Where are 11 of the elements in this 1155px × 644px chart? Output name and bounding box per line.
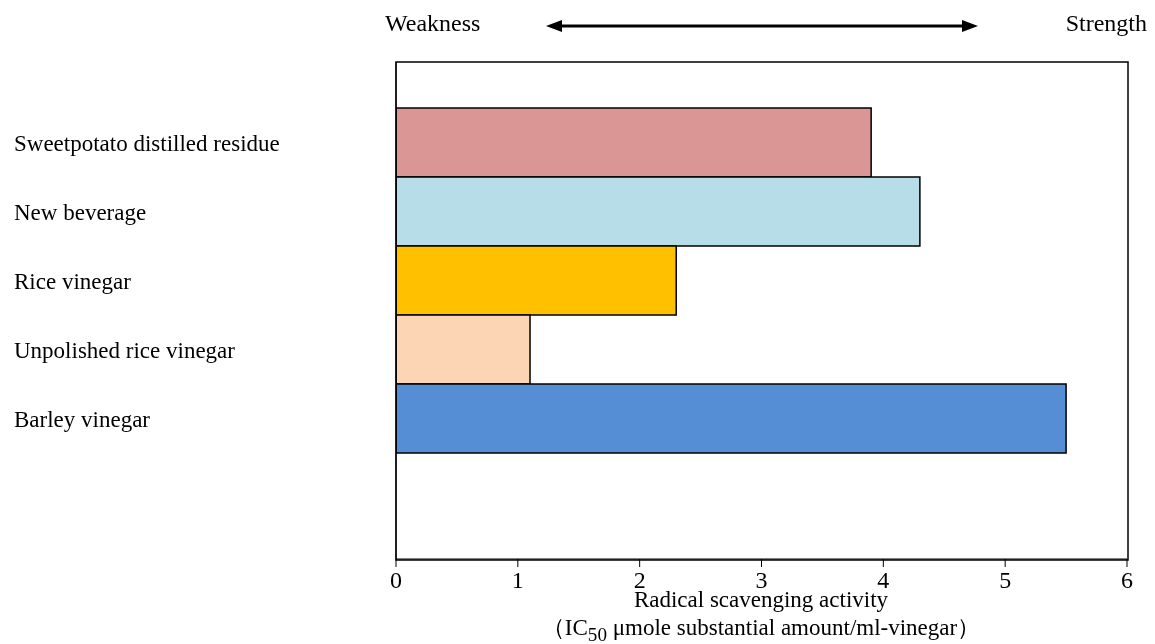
- y-tick-label: New beverage: [14, 199, 147, 225]
- text: Strength: [1065, 10, 1147, 37]
- x-tick-label: 6: [1121, 567, 1133, 594]
- x-tick-label: 5: [999, 567, 1012, 594]
- y-tick-label: Rice vinegar: [14, 268, 132, 294]
- y-tick-label: Unpolished rice vinegar: [14, 337, 236, 363]
- text: Weakness: [385, 10, 481, 37]
- x-tick-label: 1: [511, 567, 524, 594]
- x-tick-label: 0: [390, 567, 402, 594]
- y-tick-label: Sweetpotato distilled residue: [14, 130, 280, 156]
- y-tick-label: Barley vinegar: [14, 406, 151, 432]
